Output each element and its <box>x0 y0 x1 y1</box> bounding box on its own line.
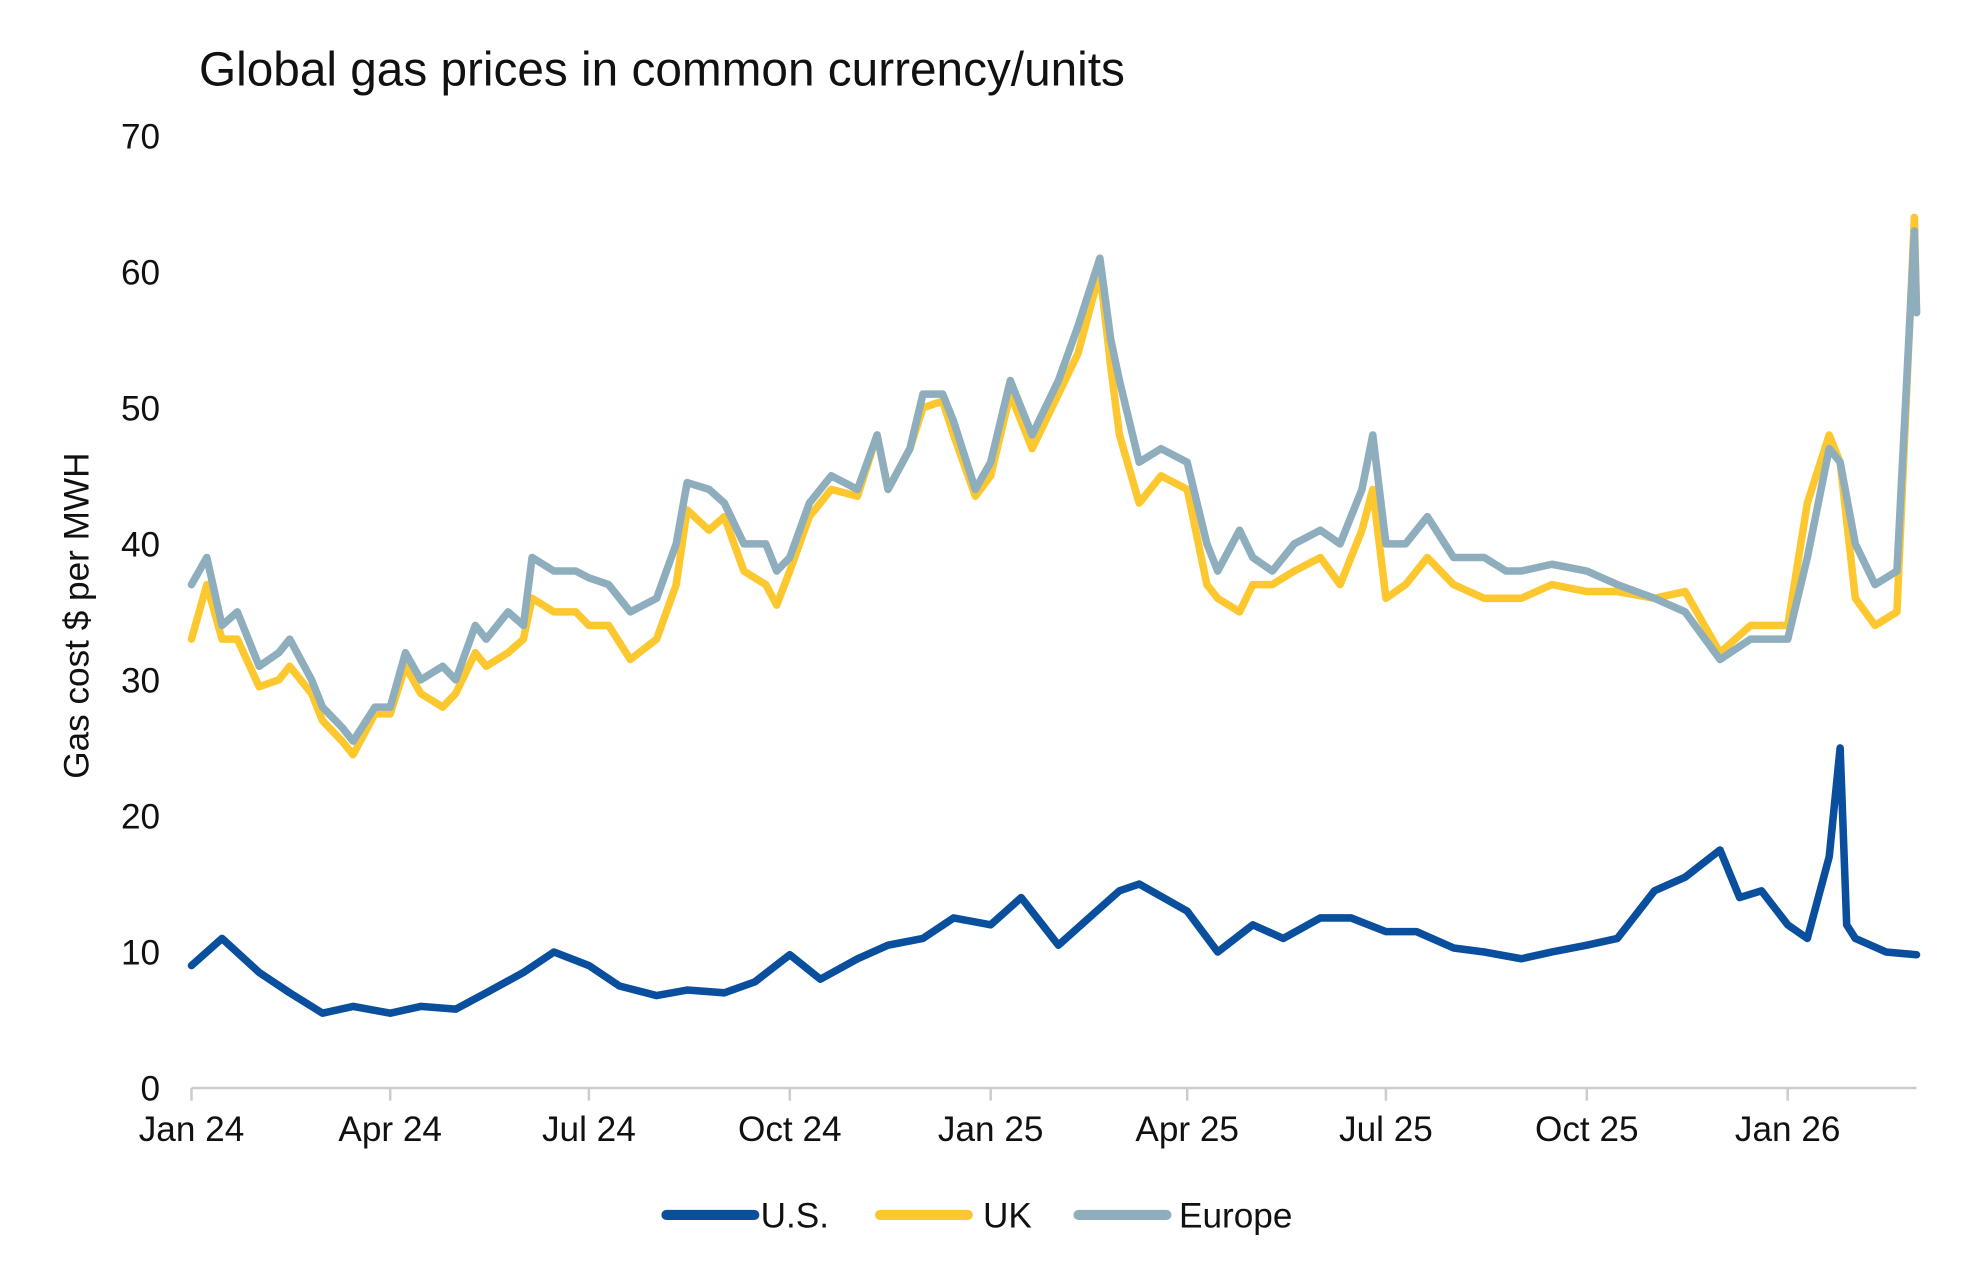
chart-title: Global gas prices in common currency/uni… <box>199 43 1125 96</box>
y-tick-label: 0 <box>141 1070 161 1109</box>
legend-item-us: U.S. <box>661 1197 829 1236</box>
legend-label: U.S. <box>761 1197 829 1236</box>
legend: U.S. UK Europe <box>661 1197 1292 1236</box>
x-tick-label: Jan 25 <box>938 1110 1044 1149</box>
legend-item-europe: Europe <box>1073 1197 1292 1236</box>
y-axis-label: Gas cost $ per MWH <box>57 453 96 779</box>
y-axis: 0 10 20 30 40 50 60 70 <box>121 117 160 1108</box>
y-tick-label: 60 <box>121 253 160 292</box>
x-tick-label: Apr 24 <box>338 1110 442 1149</box>
x-tick-label: Oct 24 <box>738 1110 842 1149</box>
x-axis: Jan 24 Apr 24 Jul 24 Oct 24 Jan 25 Apr 25 Jul … <box>139 1088 1841 1149</box>
x-tick-label: Jul 25 <box>1339 1110 1433 1149</box>
y-tick-label: 50 <box>121 389 160 428</box>
x-tick-label: Apr 25 <box>1135 1110 1239 1149</box>
y-tick-label: 70 <box>121 117 160 156</box>
y-tick-label: 40 <box>121 525 160 564</box>
legend-label: Europe <box>1179 1197 1292 1236</box>
series-lines <box>187 213 1921 1017</box>
y-tick-label: 20 <box>121 798 160 837</box>
x-tick-label: Jan 24 <box>139 1110 245 1149</box>
legend-item-uk: UK <box>874 1197 1032 1236</box>
x-tick-label: Jan 26 <box>1735 1110 1841 1149</box>
legend-label: UK <box>983 1197 1032 1236</box>
series-line-europe <box>187 227 1921 745</box>
series-line-us <box>187 744 1921 1017</box>
x-tick-label: Jul 24 <box>542 1110 636 1149</box>
y-tick-label: 10 <box>121 934 160 973</box>
y-tick-label: 30 <box>121 661 160 700</box>
x-tick-label: Oct 25 <box>1535 1110 1639 1149</box>
